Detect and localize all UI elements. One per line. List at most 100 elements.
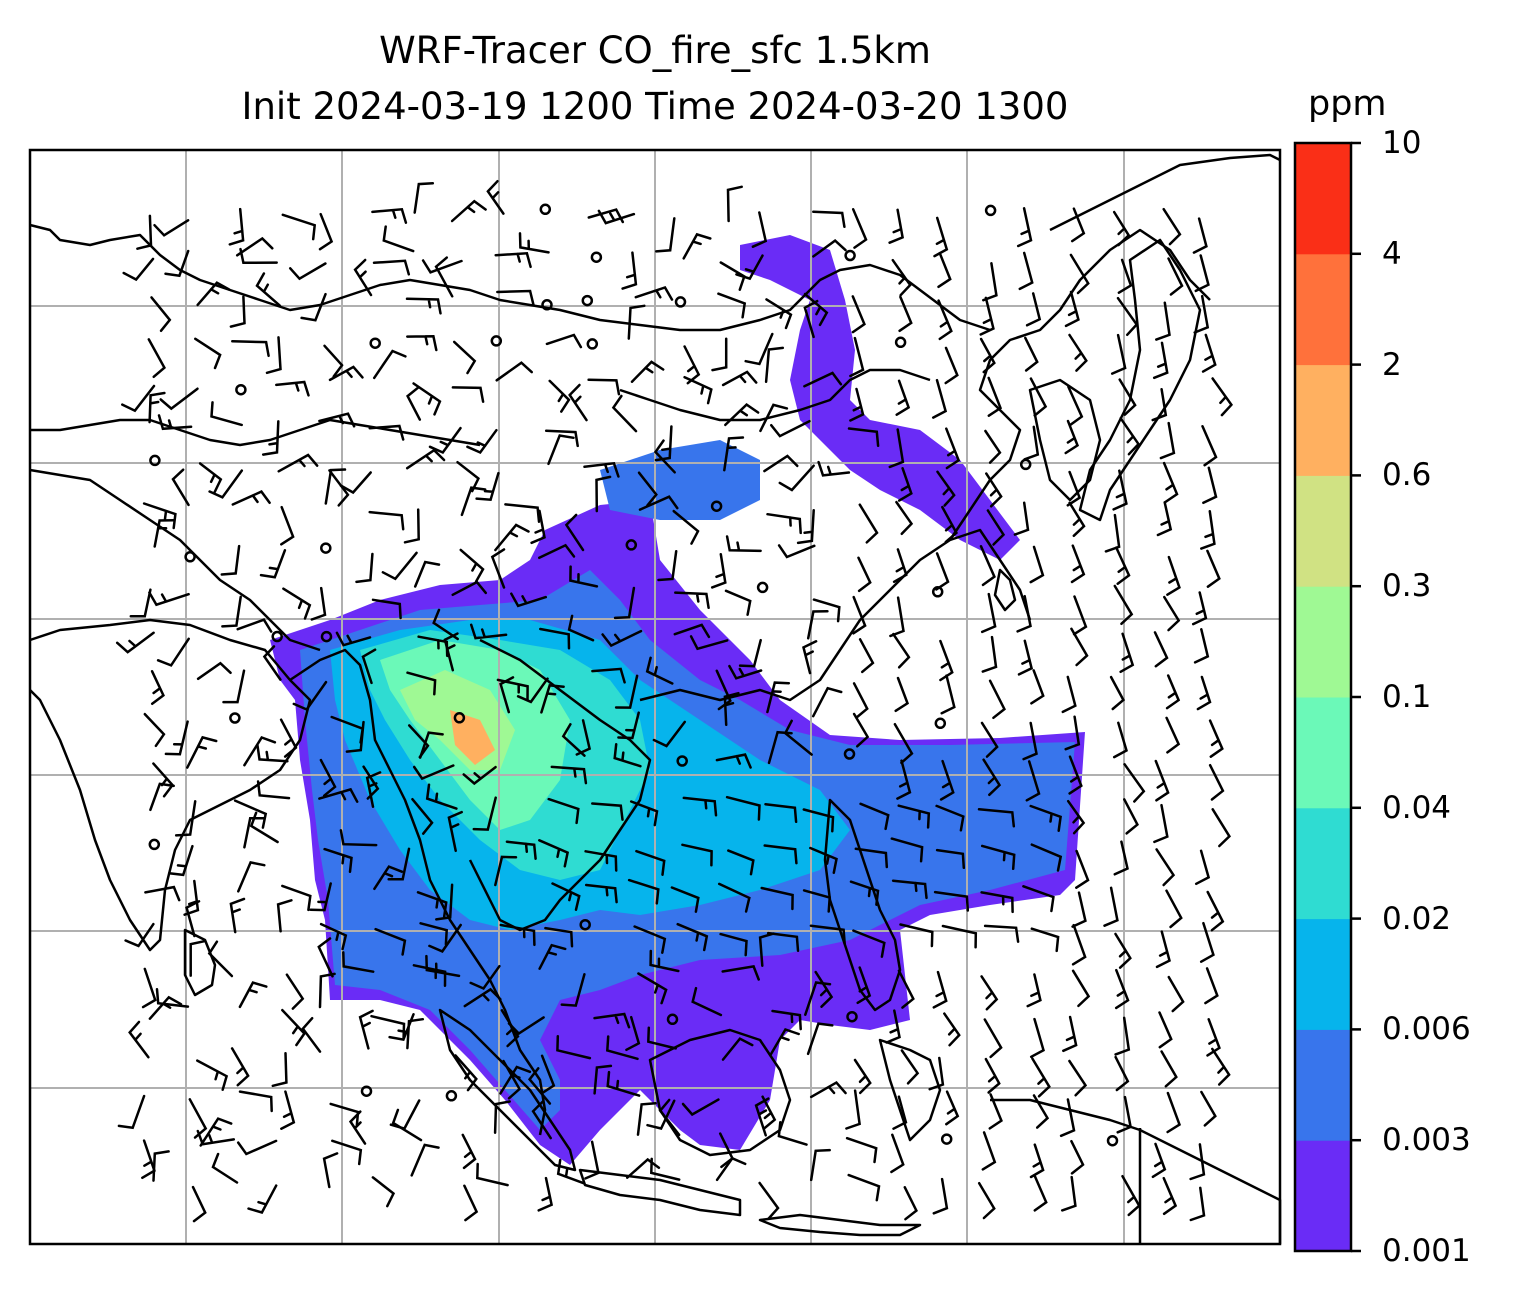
wind-barb <box>544 926 574 948</box>
wind-barb <box>1029 1017 1045 1059</box>
wind-barb <box>645 656 674 685</box>
coastline-northeast <box>1049 153 1281 232</box>
wind-barb <box>845 1136 878 1164</box>
wind-barb <box>259 549 287 579</box>
wind-barb <box>691 986 723 1017</box>
wind-barb <box>1123 763 1146 803</box>
wind-barb <box>724 402 760 427</box>
wind-barb <box>945 427 961 470</box>
wind-barb <box>339 829 378 847</box>
wind-barb <box>472 796 497 831</box>
wind-barb <box>803 292 829 327</box>
wind-barb <box>1110 333 1127 375</box>
wind-barb <box>897 969 915 1009</box>
calm-marker <box>149 454 161 467</box>
wind-barb <box>416 891 448 918</box>
wind-barb <box>142 502 177 530</box>
wind-barb <box>463 1184 479 1222</box>
wind-barb <box>673 623 711 639</box>
wind-barb <box>148 391 166 424</box>
wind-barb <box>979 545 996 587</box>
wind-barb <box>591 667 626 684</box>
coastline-korea <box>1028 378 1102 502</box>
wind-barb <box>858 638 875 674</box>
wind-barb <box>1162 1176 1178 1216</box>
wind-barb <box>1029 1143 1045 1179</box>
wind-barb <box>606 1070 641 1097</box>
wind-barb <box>452 340 477 375</box>
wind-barb <box>1022 885 1055 913</box>
wind-barb <box>1165 716 1181 754</box>
wind-barb <box>980 721 999 758</box>
wind-barb <box>812 598 841 623</box>
wind-barb <box>1192 217 1208 254</box>
wind-barb <box>984 429 1002 464</box>
wind-barb <box>568 383 588 422</box>
wind-barb <box>1166 1091 1182 1134</box>
wind-barb <box>371 1176 396 1208</box>
wind-barb <box>1155 848 1176 887</box>
wind-barb <box>403 508 420 544</box>
calm-marker <box>590 251 603 263</box>
coastline-china-east <box>948 228 1211 541</box>
wind-barb <box>653 439 676 474</box>
wind-barb <box>1029 377 1048 417</box>
wind-barb <box>613 586 636 620</box>
wind-barb <box>1155 930 1171 969</box>
wind-barb <box>368 510 405 531</box>
wind-barb <box>637 471 658 507</box>
wind-barb <box>1163 595 1181 632</box>
wind-barb <box>451 580 488 597</box>
graticule <box>30 150 1280 1244</box>
wind-barb <box>301 1016 322 1053</box>
wind-barb <box>186 735 218 769</box>
wind-barb <box>198 462 223 494</box>
calm-marker <box>579 918 591 931</box>
wind-barb <box>428 923 462 953</box>
calm-marker <box>148 838 161 851</box>
wind-barb <box>229 295 246 328</box>
wind-barb <box>898 295 913 333</box>
wind-barb <box>721 965 760 981</box>
wind-barb <box>1024 336 1039 372</box>
wind-barb <box>345 720 365 753</box>
wind-barb <box>231 490 271 506</box>
wind-barb <box>406 1017 425 1050</box>
wind-barb <box>155 988 190 1008</box>
wind-barb <box>1165 674 1181 710</box>
wind-barb <box>243 735 277 767</box>
wind-barb <box>318 412 356 428</box>
wind-barb <box>767 730 793 765</box>
wind-barb <box>682 796 718 817</box>
wind-barb <box>1167 975 1185 1013</box>
wind-barb <box>157 414 193 431</box>
wind-barb <box>933 890 970 912</box>
wind-barb <box>812 210 846 229</box>
wind-barb <box>147 338 166 379</box>
wind-barb <box>249 811 279 844</box>
calm-marker <box>846 1010 858 1023</box>
wind-barb <box>229 897 246 934</box>
wind-barb <box>490 548 506 589</box>
wind-barb <box>614 674 639 709</box>
wind-barb <box>496 678 529 702</box>
wind-barb <box>335 631 372 647</box>
wind-barb <box>627 878 660 905</box>
wind-barb <box>983 1018 1003 1059</box>
calm-marker <box>581 294 594 307</box>
wind-barb <box>156 637 190 667</box>
wind-barb <box>149 782 175 812</box>
wind-barb <box>937 251 952 289</box>
calm-marker <box>541 299 553 311</box>
wind-barb <box>977 1181 996 1220</box>
wind-barb <box>547 797 580 825</box>
wind-barb <box>853 1058 872 1095</box>
wind-barb <box>1072 595 1088 636</box>
wind-barb <box>658 1098 681 1137</box>
wind-barb <box>977 807 1016 828</box>
wind-barb <box>547 434 575 466</box>
wind-barb <box>852 595 867 635</box>
wind-barb <box>1119 417 1141 456</box>
coastline-india <box>29 618 312 952</box>
wind-barb <box>1158 1011 1173 1049</box>
